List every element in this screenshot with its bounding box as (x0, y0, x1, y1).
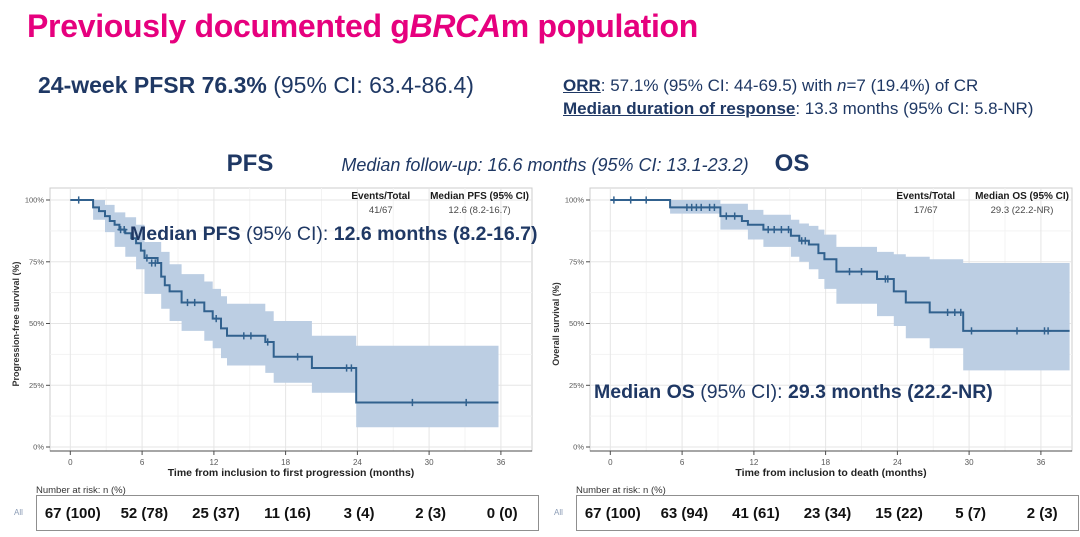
pfs-risk-cell: 2 (3) (415, 504, 447, 522)
pfs-risk-group: All (14, 508, 23, 517)
svg-text:18: 18 (821, 458, 830, 467)
pfs-risk-cell: 11 (16) (264, 504, 311, 522)
svg-text:75%: 75% (29, 257, 44, 266)
svg-text:50%: 50% (569, 319, 584, 328)
svg-text:30: 30 (425, 458, 434, 467)
svg-text:100%: 100% (25, 196, 45, 205)
pfs-risk-cell: 52 (78) (120, 504, 169, 522)
svg-text:25%: 25% (29, 381, 44, 390)
os-legend-median-value: 29.3 (22.2-NR) (990, 205, 1054, 216)
pfs-legend-events-value: 41/67 (368, 205, 393, 216)
pfs-risk-cell: 25 (37) (192, 504, 240, 522)
orr-line: ORR: 57.1% (95% CI: 44-69.5) with n=7 (1… (563, 74, 1033, 97)
svg-text:36: 36 (496, 458, 505, 467)
os-risk-cell: 41 (61) (732, 504, 780, 522)
svg-text:Progression-free survival (%): Progression-free survival (%) (11, 261, 21, 386)
os-risk-cell: 2 (3) (1026, 504, 1058, 522)
pfsr-stat: 24-week PFSR 76.3% (95% CI: 63.4-86.4) (38, 72, 474, 99)
svg-text:30: 30 (965, 458, 974, 467)
os-ann-ci: (95% CI): (694, 381, 788, 403)
svg-text:0%: 0% (33, 443, 44, 452)
orr-n: n (837, 76, 847, 95)
os-risk-cell: 15 (22) (875, 504, 923, 522)
os-legend-events-value: 17/67 (913, 205, 938, 216)
dor-label: Median duration of response (563, 99, 796, 118)
orr-value: : 57.1% (95% CI: 44-69.5) with (600, 76, 838, 95)
svg-text:0%: 0% (573, 443, 584, 452)
pfsr-value: 24-week PFSR 76.3% (38, 72, 267, 98)
pfs-legend: Events/Total Median PFS (95% CI) 41/67 1… (351, 191, 529, 216)
pfs-median-annotation: Median PFS (95% CI): 12.6 months (8.2-16… (130, 223, 537, 246)
os-panel: 0 6 12 18 24 30 36 0% 25% 50% 75% 100% Overall survi… (548, 178, 1080, 537)
svg-text:75%: 75% (569, 257, 584, 266)
os-legend: Events/Total Median OS (95% CI) 17/67 29… (896, 191, 1069, 216)
os-legend-events-header: Events/Total (896, 191, 956, 202)
os-ann-value: 29.3 months (22.2-NR) (787, 381, 993, 403)
os-risk-cell: 63 (94) (660, 504, 709, 522)
svg-text:Overall survival (%): Overall survival (%) (551, 282, 561, 366)
svg-text:36: 36 (1036, 458, 1045, 467)
median-followup-note: Median follow-up: 16.6 months (95% CI: 1… (341, 155, 749, 175)
svg-text:24: 24 (893, 458, 902, 467)
svg-text:Time from inclusion to death (: Time from inclusion to death (months) (735, 467, 926, 478)
orr-label: ORR (563, 76, 601, 95)
os-risk-cell: 67 (100) (584, 504, 641, 522)
svg-text:18: 18 (281, 458, 290, 467)
svg-text:100%: 100% (565, 196, 585, 205)
pfs-ann-value: 12.6 months (8.2-16.7) (333, 223, 538, 245)
pfs-km-plot: 0 6 12 18 24 30 36 0% 25% 50% 75% 100% Progression-f… (11, 187, 533, 478)
os-ann-label: Median OS (594, 381, 695, 403)
os-risk-table: 67 (100) 63 (94) 41 (61) 23 (34) 15 (22)… (576, 495, 1079, 531)
svg-text:12: 12 (749, 458, 758, 467)
pfs-ann-label: Median PFS (130, 223, 241, 245)
svg-text:6: 6 (140, 458, 145, 467)
svg-text:Time from inclusion to first p: Time from inclusion to first progression… (168, 467, 415, 478)
svg-text:12: 12 (209, 458, 218, 467)
os-chart-title: OS (774, 150, 810, 177)
title-gene-name: BRCA (409, 8, 502, 44)
os-legend-median-header: Median OS (95% CI) (975, 191, 1069, 202)
pfs-panel: 0 6 12 18 24 30 36 0% 25% 50% 75% 100% Progression-f… (8, 178, 541, 537)
os-risk-cell: 23 (34) (803, 504, 852, 522)
svg-text:6: 6 (680, 458, 685, 467)
os-risk-cell: 5 (7) (955, 504, 987, 522)
page-title: Previously documented gBRCAm population (27, 8, 698, 45)
svg-text:25%: 25% (569, 381, 584, 390)
os-km-plot: 0 6 12 18 24 30 36 0% 25% 50% 75% 100% Overall survi… (551, 187, 1073, 478)
pfs-legend-events-header: Events/Total (351, 191, 411, 202)
dor-value: : 13.3 months (95% CI: 5.8-NR) (795, 99, 1034, 118)
pfs-risk-cell: 67 (100) (44, 504, 101, 522)
pfs-risk-table: 67 (100) 52 (78) 25 (37) 11 (16) 3 (4) 2… (36, 495, 539, 531)
os-risk-group: All (554, 508, 563, 517)
pfsr-ci: (95% CI: 63.4-86.4) (266, 72, 474, 98)
os-median-annotation: Median OS (95% CI): 29.3 months (22.2-NR… (594, 381, 993, 404)
response-stats: ORR: 57.1% (95% CI: 44-69.5) with n=7 (1… (563, 74, 1033, 120)
pfs-chart-title: PFS (226, 150, 274, 177)
pfs-legend-median-header: Median PFS (95% CI) (430, 191, 529, 202)
pfs-legend-median-value: 12.6 (8.2-16.7) (448, 205, 511, 216)
svg-text:0: 0 (68, 458, 73, 467)
title-suffix: m population (500, 8, 699, 44)
svg-text:0: 0 (608, 458, 613, 467)
pfs-risk-cell: 3 (4) (343, 504, 375, 522)
pfs-risk-label: Number at risk: n (%) (36, 485, 126, 496)
pfs-ann-ci: (95% CI): (240, 223, 334, 245)
dor-line: Median duration of response: 13.3 months… (563, 97, 1033, 120)
svg-text:24: 24 (353, 458, 362, 467)
os-risk-label: Number at risk: n (%) (576, 485, 666, 496)
orr-cr: =7 (19.4%) of CR (846, 76, 979, 95)
title-prefix: Previously documented g (27, 8, 410, 44)
svg-text:50%: 50% (29, 319, 44, 328)
pfs-risk-cell: 0 (0) (486, 504, 518, 522)
